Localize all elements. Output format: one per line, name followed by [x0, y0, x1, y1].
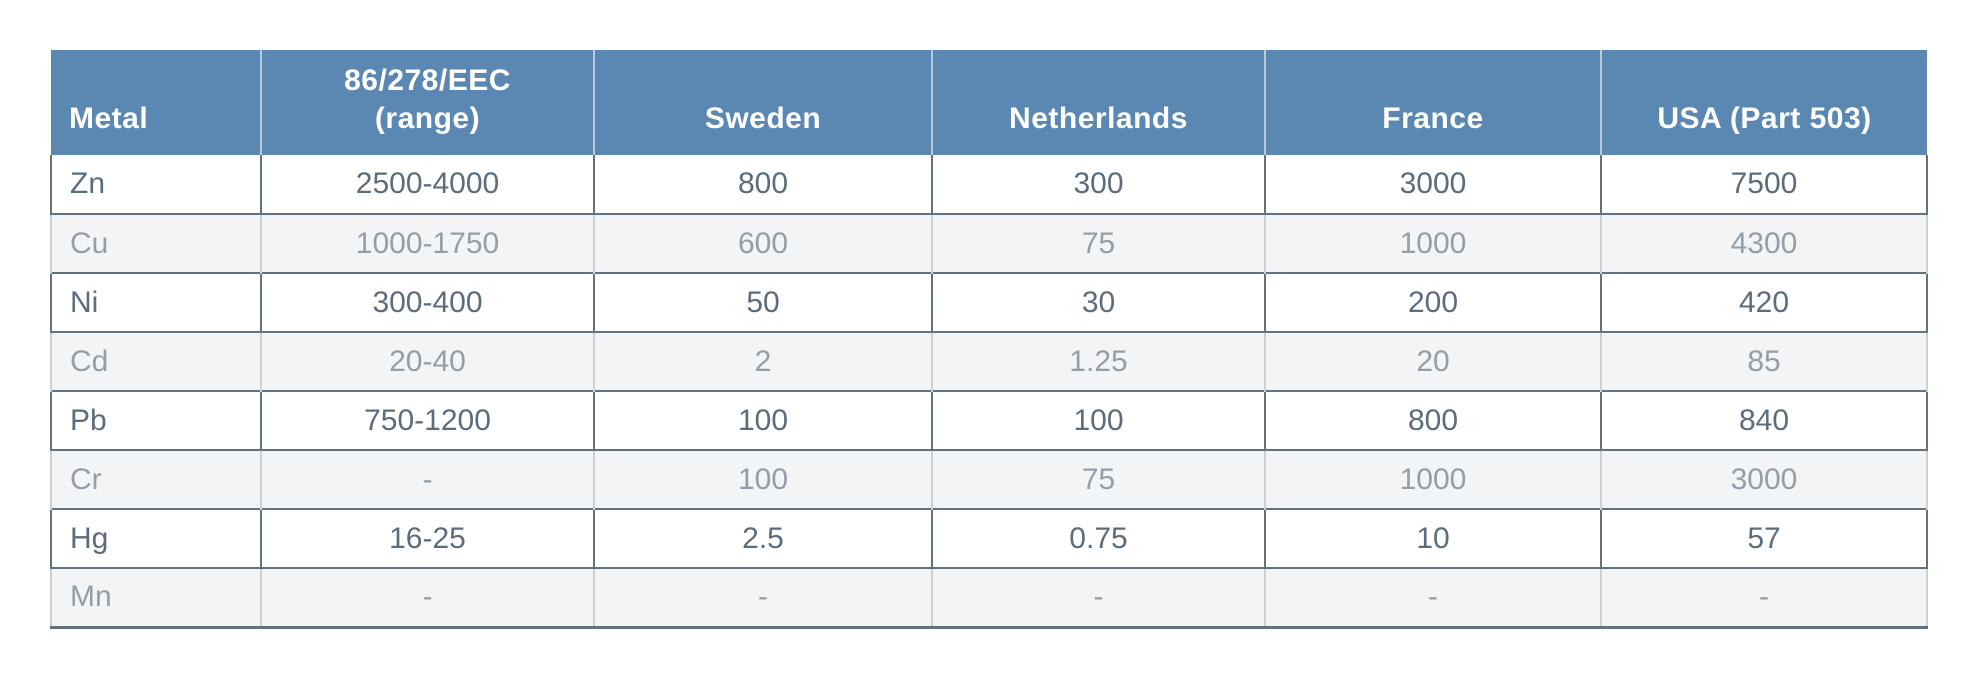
column-header-eec-range: 86/278/EEC (range): [260, 50, 595, 155]
table-cell: 57: [1600, 508, 1928, 568]
table-cell: 20-40: [260, 331, 595, 391]
table-cell: 50: [593, 272, 933, 332]
row-header-metal: Hg: [50, 508, 262, 568]
table-cell: -: [593, 567, 933, 629]
table-cell: 1000-1750: [260, 213, 595, 273]
table-cell: 0.75: [931, 508, 1266, 568]
table-cell: 20: [1264, 331, 1602, 391]
table-row-pb: Pb 750-1200 100 100 800 840: [50, 390, 1928, 450]
column-header-netherlands: Netherlands: [931, 50, 1266, 155]
table-cell: 100: [593, 390, 933, 450]
table-cell: 600: [593, 213, 933, 273]
table-row-hg: Hg 16-25 2.5 0.75 10 57: [50, 508, 1928, 568]
row-header-metal: Ni: [50, 272, 262, 332]
table-row-zn: Zn 2500-4000 800 300 3000 7500: [50, 155, 1928, 214]
table-cell: 1.25: [931, 331, 1266, 391]
table-cell: 800: [1264, 390, 1602, 450]
table-row-ni: Ni 300-400 50 30 200 420: [50, 272, 1928, 332]
column-header-usa-part-503: USA (Part 503): [1600, 50, 1927, 155]
header-row: Metal 86/278/EEC (range) Sweden Netherla…: [51, 50, 1927, 155]
table-cell: 3000: [1264, 155, 1602, 214]
row-header-metal: Mn: [50, 567, 262, 629]
table-cell: 2: [593, 331, 933, 391]
row-header-metal: Cu: [50, 213, 262, 273]
table-cell: 300-400: [260, 272, 595, 332]
table-cell: 7500: [1600, 155, 1928, 214]
table-cell: 30: [931, 272, 1266, 332]
table-cell: -: [260, 449, 595, 509]
table-cell: 85: [1600, 331, 1928, 391]
table-row-cd: Cd 20-40 2 1.25 20 85: [50, 331, 1928, 391]
table-cell: 200: [1264, 272, 1602, 332]
row-header-metal: Cr: [50, 449, 262, 509]
table-cell: 3000: [1600, 449, 1928, 509]
table-cell: 100: [931, 390, 1266, 450]
table-cell: 75: [931, 449, 1266, 509]
table-cell: -: [1600, 567, 1928, 629]
column-header-metal: Metal: [51, 50, 262, 155]
column-header-france: France: [1264, 50, 1602, 155]
table-cell: 4300: [1600, 213, 1928, 273]
table-cell: 2.5: [593, 508, 933, 568]
metal-limits-table: Metal 86/278/EEC (range) Sweden Netherla…: [50, 50, 1928, 629]
column-header-sweden: Sweden: [593, 50, 933, 155]
table-cell: 300: [931, 155, 1266, 214]
table-cell: 420: [1600, 272, 1928, 332]
table-cell: 1000: [1264, 449, 1602, 509]
table-cell: -: [1264, 567, 1602, 629]
row-header-metal: Zn: [50, 155, 262, 214]
table-cell: 10: [1264, 508, 1602, 568]
table-cell: 750-1200: [260, 390, 595, 450]
table-cell: 16-25: [260, 508, 595, 568]
table-cell: 75: [931, 213, 1266, 273]
table-row-cr: Cr - 100 75 1000 3000: [50, 449, 1928, 509]
table-cell: 1000: [1264, 213, 1602, 273]
table-cell: -: [931, 567, 1266, 629]
table-cell: 100: [593, 449, 933, 509]
table-cell: 2500-4000: [260, 155, 595, 214]
table-row-cu: Cu 1000-1750 600 75 1000 4300: [50, 213, 1928, 273]
table-cell: 800: [593, 155, 933, 214]
table-row-mn: Mn - - - - -: [50, 567, 1928, 629]
row-header-metal: Pb: [50, 390, 262, 450]
row-header-metal: Cd: [50, 331, 262, 391]
table-cell: 840: [1600, 390, 1928, 450]
table-cell: -: [260, 567, 595, 629]
